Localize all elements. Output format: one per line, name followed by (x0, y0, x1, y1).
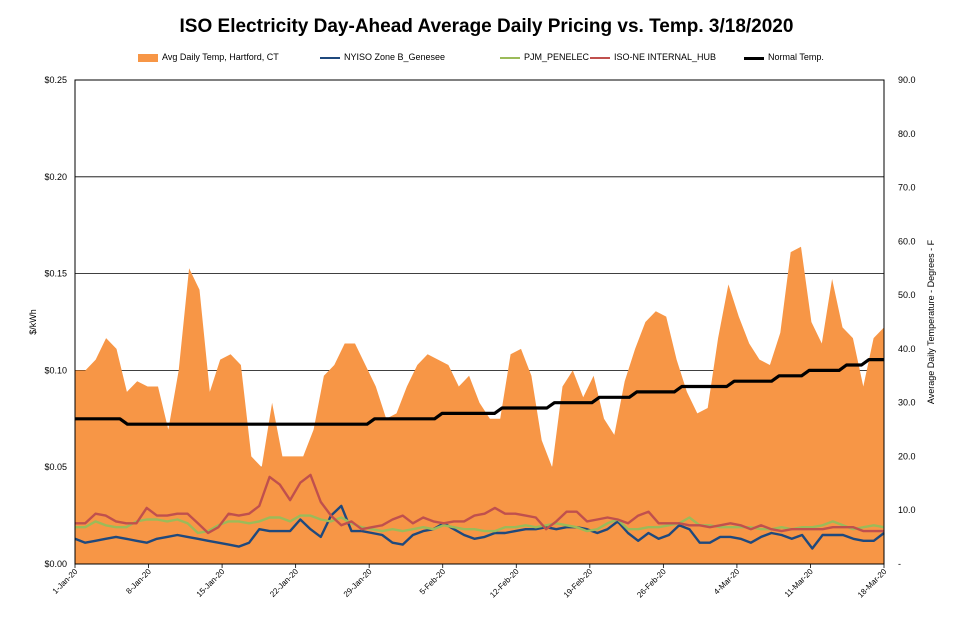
x-tick-label: 18-Mar-20 (856, 567, 889, 600)
y-right-tick-label: 90.0 (898, 75, 916, 85)
y-right-tick-label: 40.0 (898, 344, 916, 354)
legend-label: PJM_PENELEC (524, 52, 590, 62)
legend-label: Avg Daily Temp, Hartford, CT (162, 52, 279, 62)
legend-swatch (320, 57, 340, 59)
y-left-tick-label: $0.10 (44, 365, 67, 375)
x-tick-label: 22-Jan-20 (268, 567, 300, 599)
y-right-tick-label: 60.0 (898, 236, 916, 246)
x-tick-label: 11-Mar-20 (783, 567, 815, 599)
series-line-1 (74, 504, 885, 550)
y-left-tick-label: $0.05 (44, 462, 67, 472)
y-right-tick-label: 80.0 (898, 129, 916, 139)
y-right-tick-label: - (898, 559, 901, 569)
series-line-3 (75, 473, 884, 535)
legend-swatch (744, 57, 764, 60)
chart-title: ISO Electricity Day-Ahead Average Daily … (179, 16, 794, 37)
y-right-tick-label: 10.0 (898, 505, 916, 515)
legend-swatch (138, 54, 158, 62)
x-tick-label: 4-Mar-20 (712, 567, 742, 597)
y-right-tick-label: 50.0 (898, 290, 916, 300)
x-tick-label: 19-Feb-20 (562, 567, 595, 600)
series-line-4 (75, 358, 884, 426)
x-tick-label: 1-Jan-20 (51, 567, 80, 596)
legend-label: Normal Temp. (768, 52, 824, 62)
y-left-tick-label: $0.20 (44, 172, 67, 182)
legend: Avg Daily Temp, Hartford, CT NYISO Zone B… (0, 51, 973, 65)
series-line-2 (75, 514, 885, 535)
legend-swatch (590, 57, 610, 59)
y-left-axis-title: $/kWh (28, 309, 38, 335)
x-tick-label: 29-Jan-20 (342, 567, 374, 599)
x-tick-label: 8-Jan-20 (124, 567, 153, 596)
y-right-tick-label: 20.0 (898, 451, 916, 461)
legend-swatch (500, 57, 520, 59)
y-right-axis-title: Average Daily Temperature - Degrees - F (926, 239, 936, 404)
legend-label: ISO-NE INTERNAL_HUB (614, 52, 717, 62)
y-left-tick-label: $0.15 (44, 269, 67, 279)
y-left-tick-label: $0.00 (44, 559, 67, 569)
y-left-tick-label: $0.25 (44, 75, 67, 85)
series-area-temp (75, 246, 884, 564)
plot-border (74, 79, 885, 565)
y-right-tick-label: 30.0 (898, 398, 916, 408)
y-right-tick-label: 70.0 (898, 183, 916, 193)
legend-label: NYISO Zone B_Genesee (344, 52, 446, 62)
x-tick-label: 5-Feb-20 (418, 567, 448, 597)
x-tick-label: 12-Feb-20 (488, 567, 521, 600)
x-tick-label: 26-Feb-20 (635, 567, 668, 600)
x-tick-label: 15-Jan-20 (195, 567, 227, 599)
